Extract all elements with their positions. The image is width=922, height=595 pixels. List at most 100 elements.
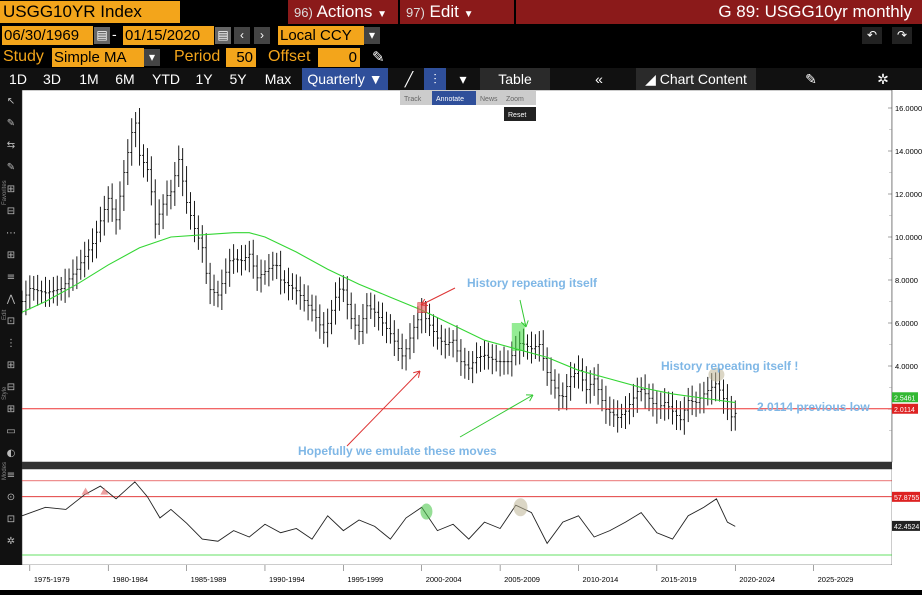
tool-icon[interactable]: ✎ xyxy=(7,162,15,173)
end-date-field[interactable]: 01/15/2020 xyxy=(123,26,214,45)
chart-content-label: Chart Content xyxy=(659,71,747,87)
ticker-field[interactable]: USGG10YR Index xyxy=(0,1,180,23)
lower-pane xyxy=(21,468,893,566)
price-tick-label: 10.0000 xyxy=(895,233,922,242)
ma-value-tag xyxy=(892,392,918,403)
period-ytd[interactable]: YTD xyxy=(152,71,180,87)
price-tick-label: 8.0000 xyxy=(895,276,918,285)
mini-news[interactable]: News xyxy=(480,96,498,103)
chevron-down-icon[interactable]: ▾ xyxy=(364,27,380,44)
mini-annotate[interactable]: Annotate xyxy=(436,96,464,103)
next-arrow-icon[interactable]: › xyxy=(254,27,270,44)
chevron-down-icon[interactable]: ▾ xyxy=(459,71,467,87)
period-1y[interactable]: 1Y xyxy=(195,71,213,87)
arrow-red-bottom xyxy=(346,370,421,447)
undo-icon[interactable]: ↶ xyxy=(862,27,882,44)
moving-average-line xyxy=(21,232,736,404)
tool-icon[interactable]: ⊡ xyxy=(7,316,15,327)
annotate-tab[interactable] xyxy=(432,91,476,105)
chart-icon: ◢ xyxy=(645,71,656,87)
tool-icon[interactable]: ⋀ xyxy=(6,294,16,305)
price-tick-label: 14.0000 xyxy=(895,147,922,156)
edit-icon[interactable]: ✎ xyxy=(805,71,817,87)
osc-peak-marker xyxy=(100,487,109,495)
tool-icon[interactable]: ≡ xyxy=(7,272,15,283)
title-bar: USGG10YR Index 96) Actions ▼ 97) Edit ▼ … xyxy=(0,0,922,24)
annotation-history-2: History repeating itself ! xyxy=(661,359,798,373)
chart-svg: ↖ ✎ ⇆ ✎ ⊞ ⊟ ⋯ ⊞ ≡ ⋀ ⊡ ⋮ ⊞ ⊟ ⊞ ▭ ◐ ≡ ⊙ ⊡ ✲ Favorites Edit Style M… xyxy=(0,89,922,590)
calendar-icon[interactable]: ▤ xyxy=(94,27,110,44)
period-max[interactable]: Max xyxy=(264,71,292,87)
tool-icon[interactable]: ⊞ xyxy=(7,360,15,371)
tool-icon[interactable]: ≡ xyxy=(7,470,15,481)
tool-icon[interactable]: ◐ xyxy=(7,448,16,459)
date-range-bar: 06/30/1969 ▤ - 01/15/2020 ▤ ‹ › Local CC… xyxy=(0,24,922,46)
collapse-icon[interactable]: « xyxy=(595,71,603,87)
tool-icon[interactable]: ⋮ xyxy=(6,338,16,349)
chart-area[interactable]: ↖ ✎ ⇆ ✎ ⊞ ⊟ ⋯ ⊞ ≡ ⋀ ⊡ ⋮ ⊞ ⊟ ⊞ ▭ ◐ ≡ ⊙ ⊡ ✲ Favorites Edit Style M… xyxy=(0,89,922,590)
mini-track[interactable]: Track xyxy=(404,96,422,103)
start-date-field[interactable]: 06/30/1969 xyxy=(2,26,93,45)
tool-icon[interactable]: ⊡ xyxy=(7,514,15,525)
tool-icon[interactable]: ⋯ xyxy=(6,228,16,239)
calendar-icon[interactable]: ▤ xyxy=(215,27,231,44)
osc-peak-marker xyxy=(81,487,90,495)
edit-button[interactable]: 97) Edit ▼ xyxy=(400,0,514,24)
edit-num: 97) xyxy=(406,5,425,20)
prev-arrow-icon[interactable]: ‹ xyxy=(234,27,250,44)
osc-highlight-green xyxy=(420,503,433,520)
period-3d[interactable]: 3D xyxy=(43,71,61,87)
period-5y[interactable]: 5Y xyxy=(229,71,247,87)
period-field[interactable]: 50 xyxy=(226,48,256,67)
chevron-down-icon[interactable]: ▾ xyxy=(144,49,160,66)
bar-chart-icon[interactable]: ⫶ xyxy=(424,68,446,90)
line-chart-icon[interactable]: ╱ xyxy=(404,71,414,87)
table-button[interactable]: Table xyxy=(480,68,550,90)
upper-pane xyxy=(21,89,893,463)
redo-icon[interactable]: ↷ xyxy=(892,27,912,44)
period-1d[interactable]: 1D xyxy=(9,71,27,87)
x-tick-label: 2020-2024 xyxy=(739,575,775,584)
tool-icon[interactable]: ▭ xyxy=(6,426,15,437)
tool-icon[interactable]: ⊟ xyxy=(7,206,15,217)
offset-field[interactable]: 0 xyxy=(318,48,360,67)
mini-zoom[interactable]: Zoom xyxy=(506,96,524,103)
arrow-red-bottom-head xyxy=(413,370,421,378)
price-tick-label: 6.0000 xyxy=(895,319,918,328)
tool-icon[interactable]: ⊞ xyxy=(7,250,15,261)
tool-icon[interactable]: ✲ xyxy=(7,536,15,547)
lower-layer: 57.8755 42.4524 xyxy=(21,480,920,556)
arrow-green-top xyxy=(519,299,527,328)
study-label: Study xyxy=(3,48,44,65)
chart-content-button[interactable]: ◢ Chart Content xyxy=(636,68,756,90)
tool-icon[interactable]: ↖ xyxy=(7,96,15,107)
x-tick-label: 1980-1984 xyxy=(112,575,148,584)
frequency-select[interactable]: Quarterly ▼ xyxy=(302,68,388,90)
arrow-red-top-head xyxy=(420,298,429,307)
tool-icon[interactable]: ⊙ xyxy=(7,492,15,503)
page-title: G 89: USGG10yr monthly xyxy=(516,0,922,24)
x-tick-label: 2010-2014 xyxy=(582,575,618,584)
period-6m[interactable]: 6M xyxy=(115,71,135,87)
currency-select[interactable]: Local CCY xyxy=(278,26,364,45)
gear-icon[interactable]: ✲ xyxy=(877,71,889,87)
tool-icon[interactable]: ⊟ xyxy=(7,382,15,393)
arrow-red-top xyxy=(420,287,456,306)
period-1m[interactable]: 1M xyxy=(79,71,99,87)
actions-button[interactable]: 96) Actions ▼ xyxy=(288,0,398,24)
pencil-icon[interactable]: ✎ xyxy=(372,49,385,66)
osc-highlight-tan xyxy=(513,498,528,517)
last-price-label: 2.0114 xyxy=(894,407,915,414)
osc-value-tag xyxy=(892,520,920,531)
annotation-history-1: History repeating itself xyxy=(467,276,598,290)
tool-icon[interactable]: ⊞ xyxy=(7,404,15,415)
x-tick-label: 1990-1994 xyxy=(269,575,305,584)
tool-section-label: Style xyxy=(2,386,8,400)
tool-icon[interactable]: ✎ xyxy=(7,118,15,129)
tool-icon[interactable]: ⇆ xyxy=(7,140,15,151)
mini-toolbar[interactable]: Track Annotate News Zoom Reset xyxy=(400,91,536,121)
reset-button[interactable] xyxy=(504,107,536,121)
highlight-tan-circle xyxy=(708,367,725,382)
tool-icon[interactable]: ⊞ xyxy=(7,184,15,195)
study-select[interactable]: Simple MA xyxy=(52,48,144,67)
